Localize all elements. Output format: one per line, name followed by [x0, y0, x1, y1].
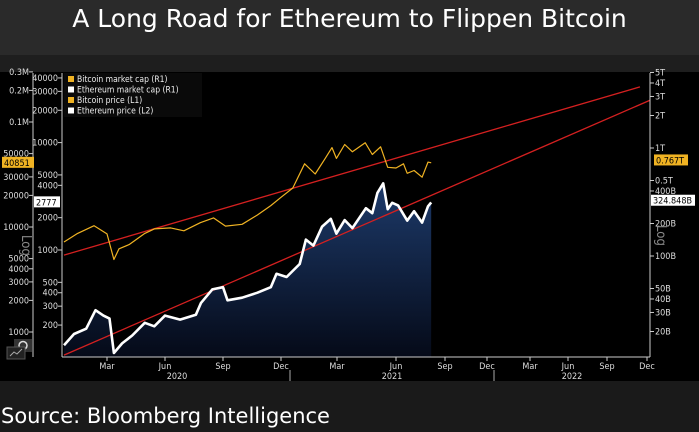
bitcoin-market-cap-last-label: 0.767T	[656, 156, 684, 166]
outer-left-tick-label: 10000	[3, 223, 29, 233]
outer-left-tick-label: 1000	[8, 328, 29, 338]
outer-left-tick-label: 0.1M	[9, 118, 29, 128]
inner-left-tick-label: 2000	[37, 214, 58, 224]
bitcoin-market-cap-last-label-bg	[654, 154, 688, 166]
outer-left-tick-label: 2000	[8, 296, 29, 306]
x-tick-label: Mar	[99, 362, 115, 372]
ethereum-market-cap-last-label: 324.848B	[653, 197, 692, 207]
right-tick-label: 0.5T	[655, 177, 673, 187]
x-tick-label: Sep	[215, 362, 230, 372]
right-tick-label: 2T	[655, 111, 665, 121]
trend-line	[63, 99, 651, 356]
source-note: Source: Bloomberg Intelligence	[1, 404, 330, 428]
right-tick-label: 3T	[655, 92, 665, 102]
outer-left-tick-label: 4000	[8, 265, 29, 275]
outer-left-axis-word: Log	[18, 235, 33, 256]
inner-left-tick-label: 30000	[32, 87, 58, 97]
x-year-label: 2020	[167, 372, 188, 382]
legend-label: Bitcoin market cap (R1)	[77, 75, 168, 85]
inner-left-tick-label: 500	[43, 278, 58, 288]
chart-title: A Long Road for Ethereum to Flippen Bitc…	[72, 4, 627, 33]
ethereum-price-area	[64, 183, 432, 357]
legend-label: Ethereum market cap (R1)	[77, 86, 179, 96]
inner-left-tick-label: 40000	[32, 74, 58, 84]
trend-line	[63, 86, 641, 256]
legend-swatch	[68, 107, 74, 114]
outer-left-tick-label: 50000	[3, 150, 29, 160]
x-tick-label: Jun	[561, 362, 575, 372]
right-tick-label: 5T	[655, 69, 665, 79]
right-tick-label: 400B	[655, 187, 676, 197]
outer-left-tick-label: 3000	[8, 278, 29, 288]
x-year-label: 2021	[382, 372, 403, 382]
right-tick-label: 50B	[655, 285, 671, 295]
right-tick-label: 40B	[655, 295, 671, 305]
inner-left-tick-label: 300	[43, 302, 58, 312]
chart-type-icon[interactable]	[6, 346, 26, 360]
header-band	[0, 55, 699, 72]
right-axis-word: Log	[653, 225, 668, 246]
x-tick-label: Sep	[599, 362, 614, 372]
x-tick-label: Dec	[273, 362, 289, 372]
inner-left-tick-label: 200	[43, 321, 58, 331]
x-tick-label: Jun	[158, 362, 172, 372]
title-bar	[0, 0, 699, 55]
x-tick-label: Dec	[479, 362, 495, 372]
inner-left-tick-label: 20000	[32, 106, 58, 116]
outer-left-tick-label: 0.3M	[9, 68, 29, 78]
legend-swatch	[68, 76, 74, 82]
inner-left-tick-label: 5000	[37, 171, 58, 181]
bitcoin-price-last-label: 40851	[4, 159, 30, 169]
legend-label: Ethereum price (L2)	[77, 107, 153, 117]
right-tick-label: 20B	[655, 327, 671, 337]
inner-left-tick-label: 1000	[37, 246, 58, 256]
legend: Bitcoin market cap (R1)Ethereum market c…	[64, 73, 202, 117]
inner-left-tick-label: 4000	[37, 181, 58, 191]
x-year-label: 2022	[562, 372, 583, 382]
x-tick-label: Mar	[329, 362, 345, 372]
bitcoin-price-last-label-bg	[2, 156, 34, 168]
ethereum-price-line	[63, 182, 433, 355]
ethereum-market-cap-last-label-bg	[651, 194, 695, 206]
right-tick-label: 200B	[655, 219, 676, 229]
x-tick-label: Mar	[522, 362, 538, 372]
right-tick-label: 100B	[655, 252, 676, 262]
x-tick-label: Dec	[639, 362, 655, 372]
inner-left-tick-label: 400	[43, 289, 58, 299]
right-tick-label: 1T	[655, 144, 665, 154]
legend-label: Bitcoin price (L1)	[77, 96, 142, 106]
right-tick-label: 4T	[655, 79, 665, 89]
outer-left-tick-label: 5000	[8, 255, 29, 265]
outer-left-tick-label: 20000	[3, 191, 29, 201]
x-tick-label: Jun	[389, 362, 403, 372]
right-tick-label: 30B	[655, 308, 671, 318]
legend-swatch	[68, 86, 74, 93]
bitcoin-price-line	[63, 142, 432, 261]
inner-left-tick-label: 10000	[32, 139, 58, 149]
legend-swatch	[68, 97, 74, 103]
outer-left-tick-label: 30000	[3, 173, 29, 183]
legend-box	[64, 73, 202, 117]
ethereum-price-last-label-bg	[34, 196, 60, 208]
x-tick-label: Sep	[437, 362, 452, 372]
outer-left-tick-label: 0.2M	[9, 86, 29, 96]
ethereum-price-last-label: 2777	[36, 198, 57, 208]
